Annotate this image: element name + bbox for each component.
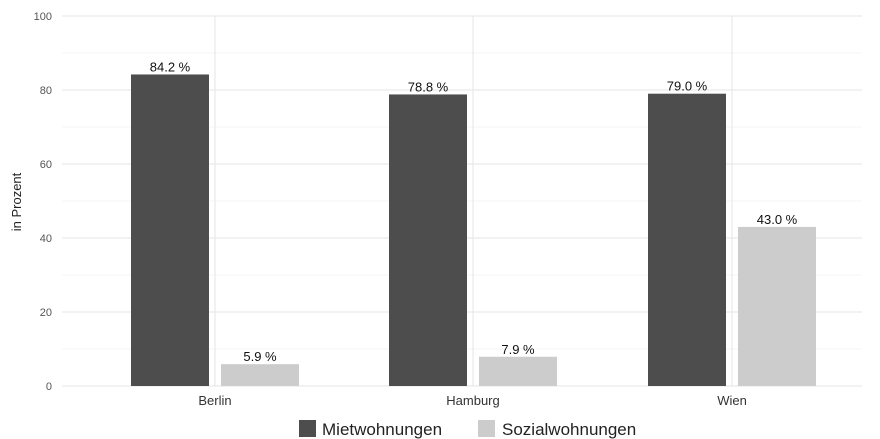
x-tick-label: Hamburg: [446, 393, 499, 408]
legend-item-mietwohnungen: Mietwohnungen: [299, 420, 442, 439]
bar-mietwohnungen-hamburg: [389, 94, 467, 386]
legend-swatch: [478, 420, 495, 437]
bar-mietwohnungen-berlin: [131, 74, 209, 387]
y-tick-label: 60: [40, 159, 52, 171]
legend: Mietwohnungen Sozialwohnungen: [299, 420, 636, 439]
x-tick-label: Berlin: [198, 393, 231, 408]
bar-value-label: 7.9 %: [501, 342, 535, 357]
bar-sozialwohnungen-wien: [738, 226, 816, 386]
axes: in Prozent 0 20 40 60 80 100 Berlin Hamburg Wien: [9, 11, 747, 408]
y-tick-label: 80: [40, 85, 52, 97]
bar-value-label: 84.2 %: [150, 59, 191, 74]
bar-sozialwohnungen-berlin: [221, 364, 299, 386]
bar-value-labels: 84.2 % 78.8 % 79.0 % 5.9 % 7.9 % 43.0 %: [150, 59, 798, 364]
y-tick-label: 20: [40, 307, 52, 319]
bar-value-label: 43.0 %: [757, 212, 798, 227]
bar-value-label: 79.0 %: [667, 79, 708, 94]
legend-swatch: [299, 420, 316, 437]
bar-value-label: 5.9 %: [243, 349, 277, 364]
bar-mietwohnungen-wien: [648, 93, 726, 386]
y-tick-label: 100: [34, 11, 52, 23]
bar-sozialwohnungen-hamburg: [479, 356, 557, 386]
bars: [131, 74, 816, 387]
x-tick-label: Wien: [717, 393, 747, 408]
legend-label: Sozialwohnungen: [502, 420, 636, 439]
y-axis-title: in Prozent: [9, 172, 24, 231]
legend-item-sozialwohnungen: Sozialwohnungen: [478, 420, 636, 439]
y-tick-label: 0: [46, 381, 52, 393]
legend-label: Mietwohnungen: [322, 420, 442, 439]
bar-value-label: 78.8 %: [408, 79, 449, 94]
y-tick-label: 40: [40, 233, 52, 245]
